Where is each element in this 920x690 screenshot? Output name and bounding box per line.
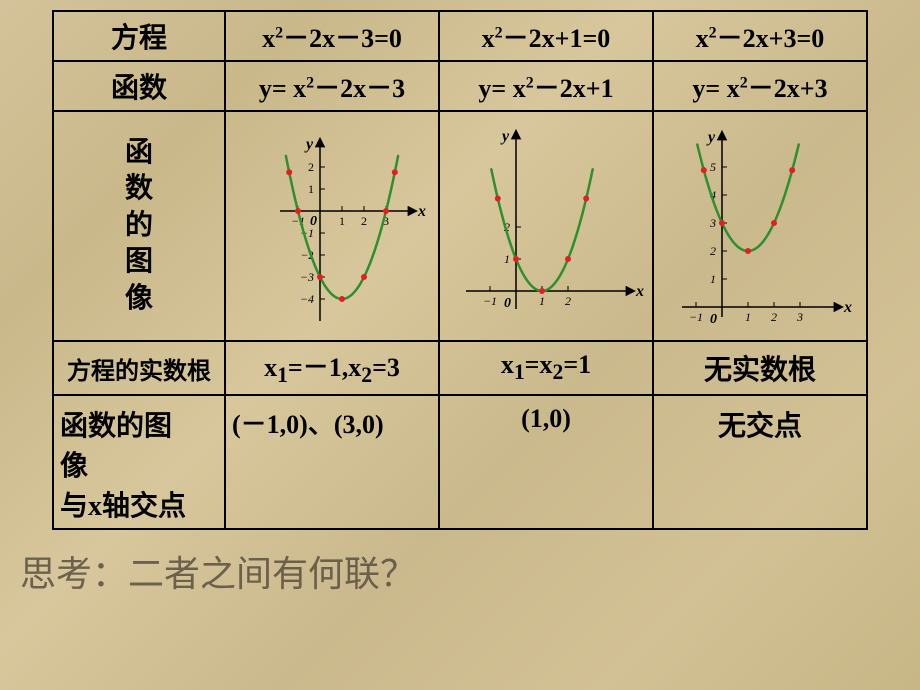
cell-inter-2: 无交点 [653, 395, 867, 529]
svg-text:2: 2 [710, 244, 716, 258]
cell-roots-2: 无实数根 [653, 341, 867, 395]
svg-text:2: 2 [565, 294, 571, 308]
svg-text:2: 2 [361, 214, 367, 228]
svg-text:−3: −3 [300, 270, 314, 284]
svg-text:3: 3 [796, 310, 803, 324]
row-roots: 方程的实数根 x1=－1,x2=3 x1=x2=1 无实数根 [53, 341, 867, 395]
row-graph: 函数的图像 −112312−1−2−3−40xy −112120xy −1123… [53, 111, 867, 341]
svg-text:3: 3 [709, 216, 716, 230]
svg-text:1: 1 [710, 272, 716, 286]
row-equation: 方程 x2－2x－3=0 x2－2x+1=0 x2－2x+3=0 [53, 11, 867, 61]
svg-text:x: x [843, 299, 852, 316]
parabola-chart: −112120xy [446, 121, 646, 331]
think-prompt: 思考：二者之间有何联？ [20, 545, 416, 597]
svg-text:2: 2 [771, 310, 777, 324]
cell-roots-0: x1=－1,x2=3 [225, 341, 439, 395]
cell-graph-2: −1123123450xy [653, 111, 867, 341]
svg-text:1: 1 [745, 310, 751, 324]
svg-text:0: 0 [310, 214, 317, 229]
parabola-chart: −1123123450xy [660, 121, 860, 331]
svg-text:1: 1 [539, 294, 545, 308]
cell-graph-0: −112312−1−2−3−40xy [225, 111, 439, 341]
svg-text:2: 2 [308, 160, 314, 174]
cell-fn-2: y= x2－2x+3 [653, 61, 867, 111]
row-intersect: 函数的图像与x轴交点 (－1,0)、(3,0) (1,0) 无交点 [53, 395, 867, 529]
svg-text:−1: −1 [483, 294, 497, 308]
hdr-roots: 方程的实数根 [53, 341, 225, 395]
svg-text:y: y [500, 128, 510, 145]
svg-text:1: 1 [339, 214, 345, 228]
parabola-chart: −112312−1−2−3−40xy [232, 121, 432, 331]
svg-text:1: 1 [504, 252, 510, 266]
hdr-function: 函数 [53, 61, 225, 111]
svg-text:x: x [635, 283, 644, 300]
hdr-equation: 方程 [53, 11, 225, 61]
comparison-table: 方程 x2－2x－3=0 x2－2x+1=0 x2－2x+3=0 函数 y= x… [52, 10, 868, 530]
cell-roots-1: x1=x2=1 [439, 341, 653, 395]
cell-fn-1: y= x2－2x+1 [439, 61, 653, 111]
hdr-intersect: 函数的图像与x轴交点 [53, 395, 225, 529]
svg-text:−1: −1 [689, 310, 703, 324]
svg-text:0: 0 [504, 296, 511, 311]
svg-text:x: x [417, 203, 426, 220]
svg-text:0: 0 [710, 312, 717, 327]
svg-text:5: 5 [710, 160, 716, 174]
svg-text:y: y [304, 136, 314, 153]
cell-graph-1: −112120xy [439, 111, 653, 341]
cell-eq-0: x2－2x－3=0 [225, 11, 439, 61]
cell-eq-2: x2－2x+3=0 [653, 11, 867, 61]
svg-text:1: 1 [308, 182, 314, 196]
hdr-graph: 函数的图像 [53, 111, 225, 341]
svg-text:y: y [706, 129, 716, 146]
row-function: 函数 y= x2－2x－3 y= x2－2x+1 y= x2－2x+3 [53, 61, 867, 111]
cell-eq-1: x2－2x+1=0 [439, 11, 653, 61]
hdr-graph-vertical: 函数的图像 [60, 135, 218, 317]
cell-inter-0: (－1,0)、(3,0) [225, 395, 439, 529]
cell-inter-1: (1,0) [439, 395, 653, 529]
cell-fn-0: y= x2－2x－3 [225, 61, 439, 111]
svg-text:−4: −4 [300, 292, 314, 306]
